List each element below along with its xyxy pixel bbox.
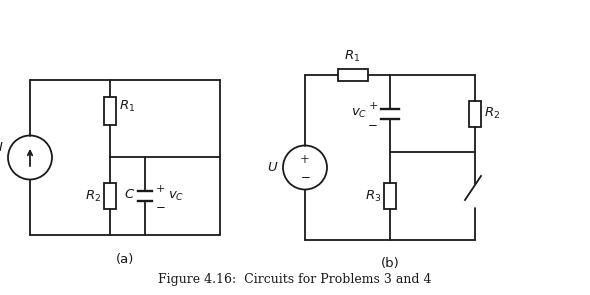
Text: +: + xyxy=(300,153,310,165)
Bar xyxy=(104,183,116,209)
Text: $+$: $+$ xyxy=(368,100,378,111)
Text: $-$: $-$ xyxy=(300,169,310,182)
Text: $v_C$: $v_C$ xyxy=(350,107,367,120)
Text: $v_C$: $v_C$ xyxy=(168,189,184,203)
Bar xyxy=(337,69,368,81)
Text: $R_1$: $R_1$ xyxy=(119,99,135,114)
Bar xyxy=(384,183,396,209)
Bar xyxy=(469,101,481,127)
Text: (b): (b) xyxy=(381,258,399,271)
Text: $R_2$: $R_2$ xyxy=(484,106,500,121)
Text: $-$: $-$ xyxy=(155,199,166,212)
Bar xyxy=(104,96,116,124)
Text: $U$: $U$ xyxy=(267,161,278,174)
Text: $C$: $C$ xyxy=(124,188,135,201)
Text: $I$: $I$ xyxy=(0,141,4,154)
Text: (a): (a) xyxy=(116,253,134,266)
Text: Figure 4.16:  Circuits for Problems 3 and 4: Figure 4.16: Circuits for Problems 3 and… xyxy=(158,273,432,286)
Text: $R_3$: $R_3$ xyxy=(365,189,381,204)
Text: $+$: $+$ xyxy=(155,183,165,194)
Text: $R_2$: $R_2$ xyxy=(85,189,101,204)
Text: $R_1$: $R_1$ xyxy=(345,49,360,64)
Text: $-$: $-$ xyxy=(368,117,378,130)
